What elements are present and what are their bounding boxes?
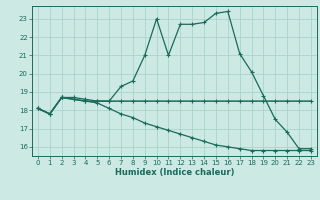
X-axis label: Humidex (Indice chaleur): Humidex (Indice chaleur)	[115, 168, 234, 177]
